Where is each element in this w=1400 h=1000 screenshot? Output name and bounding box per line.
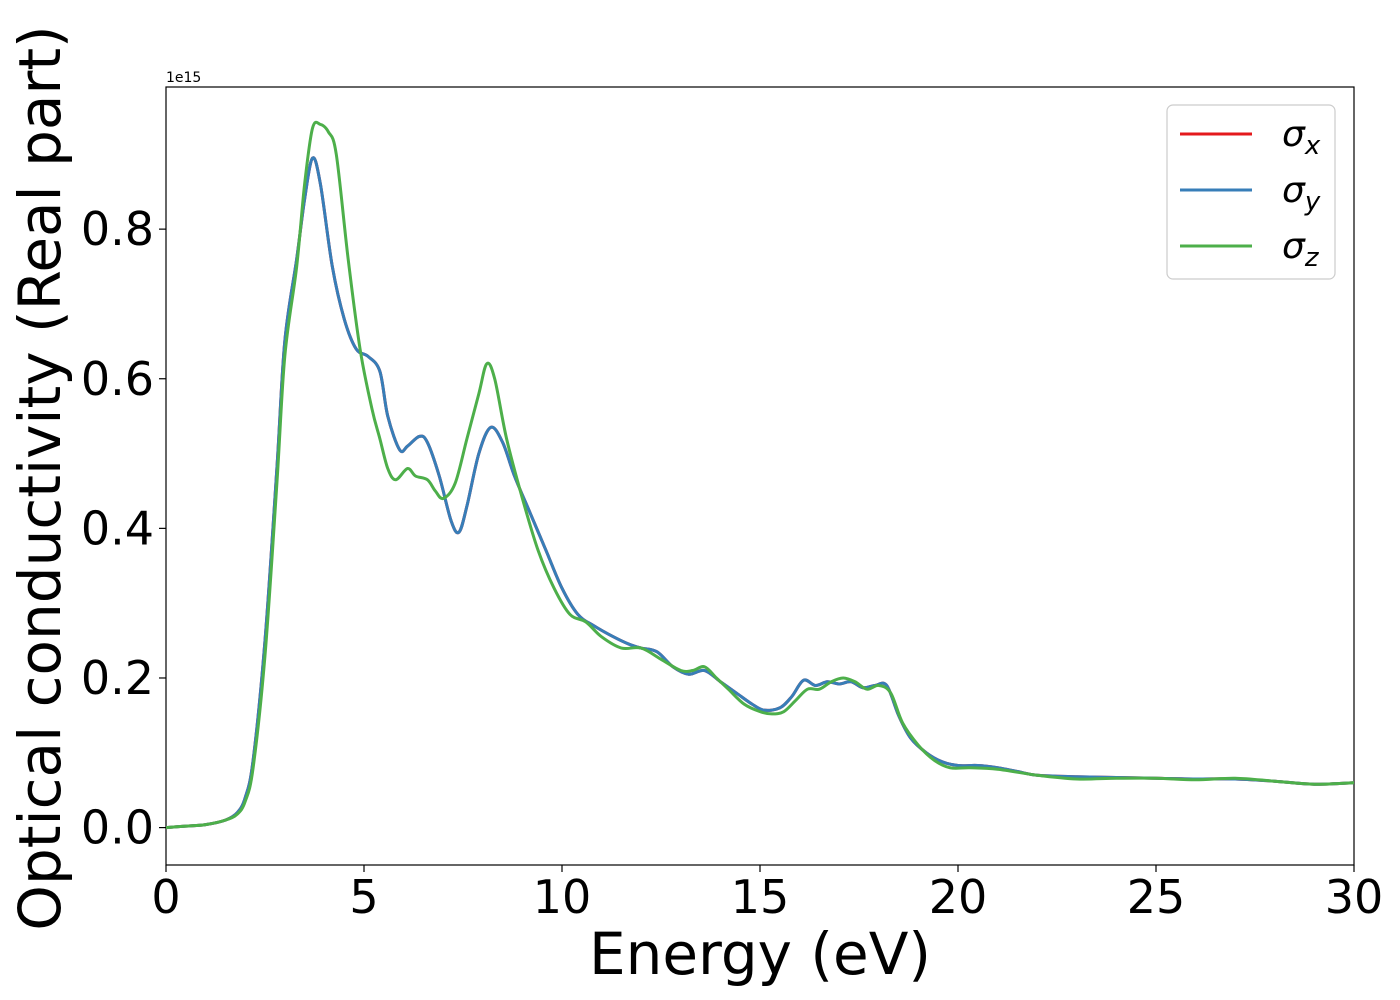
legend-label-x: σx (1282, 114, 1321, 161)
legend-items: σx σy σz (1180, 114, 1321, 273)
legend: σx σy σz (1166, 104, 1336, 280)
series-layer (166, 120, 1354, 830)
x-axis-ticks: 0 5 10 15 20 25 30 (151, 865, 1383, 924)
x-tick-label: 5 (349, 870, 378, 924)
x-tick-label: 10 (533, 870, 592, 924)
y-tick-label: 0.4 (81, 501, 154, 555)
series-line-z (166, 120, 1354, 830)
y-offset-label: 1e15 (166, 70, 201, 86)
x-axis-label: Energy (eV) (589, 920, 931, 988)
x-tick-label: 0 (151, 870, 180, 924)
y-tick-label: 0.2 (81, 651, 154, 705)
x-tick-label: 30 (1325, 870, 1384, 924)
y-tick-label: 0.6 (81, 352, 154, 406)
legend-label-y: σy (1282, 170, 1321, 217)
y-axis-label: Optical conductivity (Real part) (6, 25, 74, 930)
x-tick-label: 20 (929, 870, 988, 924)
y-tick-label: 0.0 (81, 801, 154, 855)
y-tick-label: 0.8 (81, 202, 154, 256)
legend-box (1166, 104, 1336, 280)
x-tick-label: 15 (731, 870, 790, 924)
y-axis-ticks: 0.0 0.2 0.4 0.6 0.8 (81, 202, 166, 855)
legend-label-z: σz (1282, 226, 1320, 273)
series-line-y (166, 156, 1354, 830)
x-tick-label: 25 (1127, 870, 1186, 924)
